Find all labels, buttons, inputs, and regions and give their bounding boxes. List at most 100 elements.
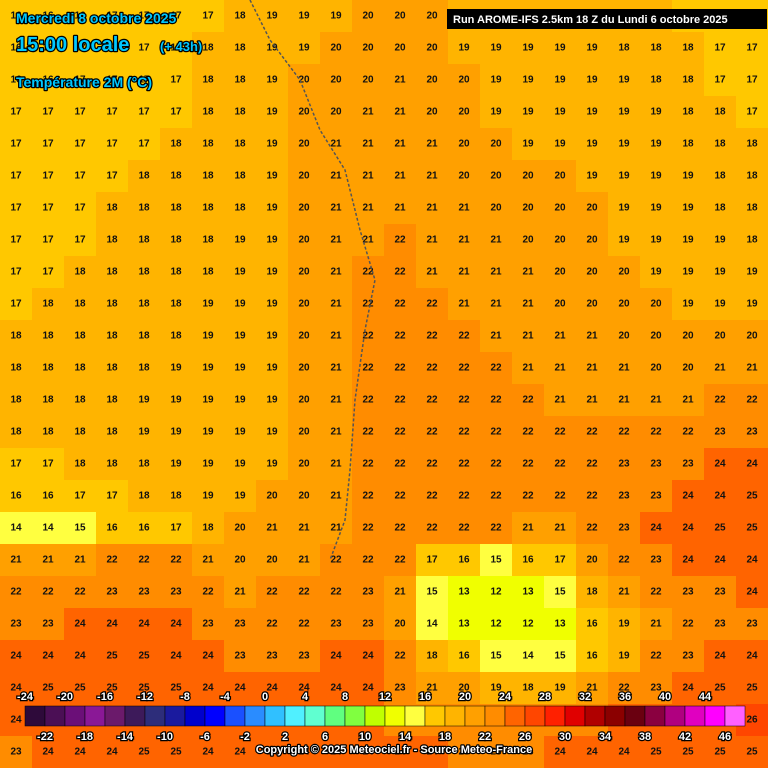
temperature-cell: [128, 608, 161, 641]
temperature-value: 19: [650, 139, 662, 150]
temperature-cell: [512, 672, 545, 705]
temperature-cell: [320, 640, 353, 673]
temperature-cell: [256, 416, 289, 449]
temperature-cell: [288, 192, 321, 225]
temperature-value: 19: [554, 139, 566, 150]
temperature-cell: [608, 640, 641, 673]
temperature-value: 21: [746, 363, 758, 374]
temperature-value: 17: [42, 107, 54, 118]
temperature-cell: [288, 160, 321, 193]
temperature-cell: [512, 256, 545, 289]
temperature-cell: [192, 160, 225, 193]
temperature-value: 19: [586, 107, 598, 118]
temperature-value: 21: [490, 331, 502, 342]
temperature-value: 23: [170, 587, 182, 598]
temperature-value: 16: [42, 43, 54, 54]
temperature-value: 18: [74, 299, 86, 310]
colorbar-label: -2: [240, 731, 250, 743]
temperature-value: 22: [426, 491, 438, 502]
temperature-value: 18: [202, 139, 214, 150]
temperature-value: 25: [746, 747, 758, 758]
temperature-cell: [192, 416, 225, 449]
temperature-cell: [384, 576, 417, 609]
temperature-cell: [576, 352, 609, 385]
colorbar-box: [724, 705, 746, 727]
temperature-value: 12: [522, 619, 534, 630]
temperature-cell: [544, 416, 577, 449]
temperature-cell: [672, 576, 705, 609]
temperature-cell: [64, 672, 97, 705]
temperature-value: 20: [458, 75, 470, 86]
temperature-cell: [352, 96, 385, 129]
temperature-value: 22: [362, 267, 374, 278]
temperature-value: 20: [490, 171, 502, 182]
temperature-value: 18: [74, 331, 86, 342]
temperature-value: 21: [266, 523, 278, 534]
temperature-cell: [416, 608, 449, 641]
temperature-cell: [128, 160, 161, 193]
temperature-value: 13: [458, 619, 470, 630]
temperature-value: 17: [42, 235, 54, 246]
colorbar-label: -8: [180, 691, 190, 703]
temperature-value: 22: [394, 459, 406, 470]
colorbar-label: 16: [419, 691, 431, 703]
colorbar-label: -18: [77, 731, 93, 743]
temperature-value: 20: [394, 619, 406, 630]
temperature-value: 19: [170, 363, 182, 374]
temperature-value: 24: [682, 523, 694, 534]
temperature-value: 20: [682, 363, 694, 374]
temperature-cell: [480, 32, 513, 65]
temperature-value: 25: [138, 747, 150, 758]
lead-label: (+ 43h): [160, 39, 202, 54]
temperature-value: 19: [202, 459, 214, 470]
temperature-value: 15: [554, 587, 566, 598]
colorbar-box: [224, 705, 246, 727]
temperature-cell: [224, 640, 257, 673]
temperature-value: 22: [10, 587, 22, 598]
temperature-cell: [480, 512, 513, 545]
temperature-cell: [672, 480, 705, 513]
temperature-value: 18: [138, 331, 150, 342]
temperature-cell: [384, 736, 417, 768]
temperature-value: 15: [74, 523, 86, 534]
temperature-cell: [128, 96, 161, 129]
temperature-cell: [320, 736, 353, 768]
temperature-cell: [704, 608, 737, 641]
temperature-value: 23: [394, 683, 406, 694]
colorbar-box: [404, 705, 426, 727]
temperature-cell: [416, 640, 449, 673]
temperature-value: 18: [746, 171, 758, 182]
temperature-cell: [640, 160, 673, 193]
temperature-cell: [416, 0, 449, 33]
temperature-cell: [288, 352, 321, 385]
temperature-value: 18: [138, 267, 150, 278]
temperature-value: 19: [522, 75, 534, 86]
temperature-value: 19: [234, 267, 246, 278]
temperature-value: 21: [682, 395, 694, 406]
temperature-cell: [544, 736, 577, 768]
temperature-cell: [512, 288, 545, 321]
temperature-cell: [160, 160, 193, 193]
colorbar-box: [264, 705, 286, 727]
temperature-value: 18: [42, 363, 54, 374]
temperature-cell: [0, 544, 33, 577]
temperature-cell: [0, 576, 33, 609]
temperature-cell: [672, 224, 705, 257]
temperature-value: 21: [330, 139, 342, 150]
temperature-cell: [0, 0, 33, 33]
temperature-value: 23: [362, 619, 374, 630]
temperature-cell: [576, 160, 609, 193]
colorbar-label: 26: [519, 731, 531, 743]
temperature-cell: [0, 672, 33, 705]
temperature-cell: [576, 192, 609, 225]
temperature-cell: [320, 544, 353, 577]
temperature-cell: [320, 576, 353, 609]
temperature-value: 22: [490, 395, 502, 406]
temperature-value: 18: [106, 299, 118, 310]
temperature-cell: [256, 256, 289, 289]
temperature-cell: [0, 128, 33, 161]
temperature-cell: [480, 256, 513, 289]
colorbar: -24-22-20-18-16-14-12-10-8-6-4-202468101…: [16, 690, 746, 744]
temperature-value: 21: [394, 587, 406, 598]
temperature-cell: [480, 320, 513, 353]
